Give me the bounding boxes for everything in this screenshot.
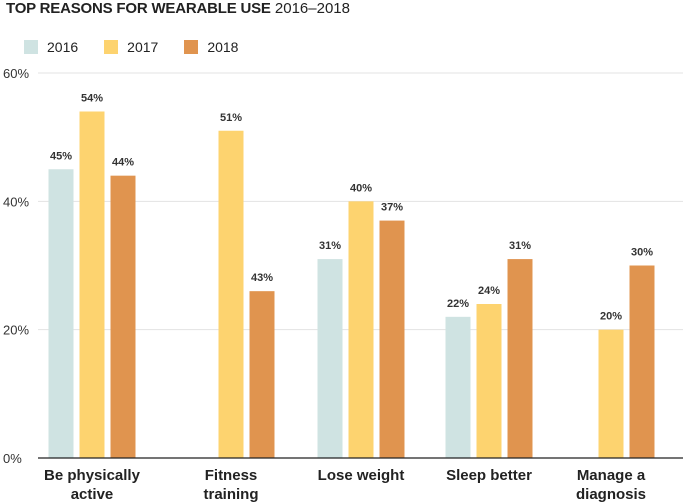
data-label-2017-2: 40%	[350, 182, 372, 194]
bar-2016-0	[48, 169, 74, 458]
data-label-2016-2: 31%	[319, 240, 341, 252]
legend-item-2018: 2018	[184, 39, 238, 55]
bar-2017-0	[79, 111, 105, 458]
category-label-line: active	[71, 486, 114, 503]
bar-2017-4	[598, 329, 624, 458]
category-label-line: Manage a	[577, 467, 646, 484]
data-label-2017-0: 54%	[81, 93, 103, 105]
legend-swatch-2018	[184, 40, 199, 54]
bar-2018-0	[110, 175, 136, 458]
data-label-2016-0: 45%	[50, 150, 72, 162]
data-label-2018-0: 44%	[112, 157, 134, 169]
legend-item-2016: 2016	[24, 39, 78, 55]
category-label-line: diagnosis	[576, 486, 646, 503]
bar-2017-1	[218, 130, 244, 458]
data-label-2018-2: 37%	[381, 202, 403, 214]
chart-title-years: 2016–2018	[274, 0, 350, 17]
y-tick-label-0: 0%	[3, 451, 22, 466]
chart-title: TOP REASONS FOR WEARABLE USE 2016–2018	[6, 0, 350, 18]
data-label-2017-3: 24%	[478, 285, 500, 297]
legend-swatch-2017	[104, 40, 119, 54]
category-label-3: Sleep better	[446, 467, 532, 484]
bar-2016-2	[317, 259, 343, 458]
category-label-1: Fitness training	[204, 467, 259, 503]
legend-label-2018: 2018	[207, 39, 239, 55]
bar-2017-3	[476, 304, 502, 458]
bar-2018-3	[507, 259, 533, 458]
bar-2018-1	[249, 291, 275, 458]
data-label-2016-3: 22%	[447, 298, 469, 310]
bar-2018-2	[379, 220, 405, 458]
legend-item-2017: 2017	[104, 39, 158, 55]
data-label-2018-1: 43%	[251, 272, 273, 284]
bar-2016-3	[445, 316, 471, 458]
category-label-line: Lose weight	[318, 467, 405, 484]
bar-2018-4	[629, 265, 655, 458]
category-label-line: training	[204, 486, 259, 503]
legend-label-2017: 2017	[127, 39, 159, 55]
data-label-2017-1: 51%	[220, 112, 242, 124]
category-label-0: Be physically active	[44, 467, 141, 503]
category-label-line: Fitness	[205, 467, 258, 484]
category-label-2: Lose weight	[318, 467, 405, 484]
category-label-4: Manage a diagnosis	[576, 467, 646, 503]
category-label-line: Be physically	[44, 467, 141, 484]
data-label-2018-4: 30%	[631, 247, 653, 259]
chart-title-main: TOP REASONS FOR WEARABLE USE	[6, 0, 271, 17]
data-label-2017-4: 20%	[600, 311, 622, 323]
data-label-2018-3: 31%	[509, 240, 531, 252]
legend: 2016 2017 2018	[24, 38, 264, 56]
bar-2017-2	[348, 201, 374, 459]
category-label-line: Sleep better	[446, 467, 532, 484]
y-tick-label-40: 40%	[3, 194, 29, 209]
y-tick-label-20: 20%	[3, 323, 29, 338]
legend-swatch-2016	[24, 40, 38, 54]
y-tick-label-60: 60%	[3, 66, 29, 81]
legend-label-2016: 2016	[47, 39, 79, 55]
